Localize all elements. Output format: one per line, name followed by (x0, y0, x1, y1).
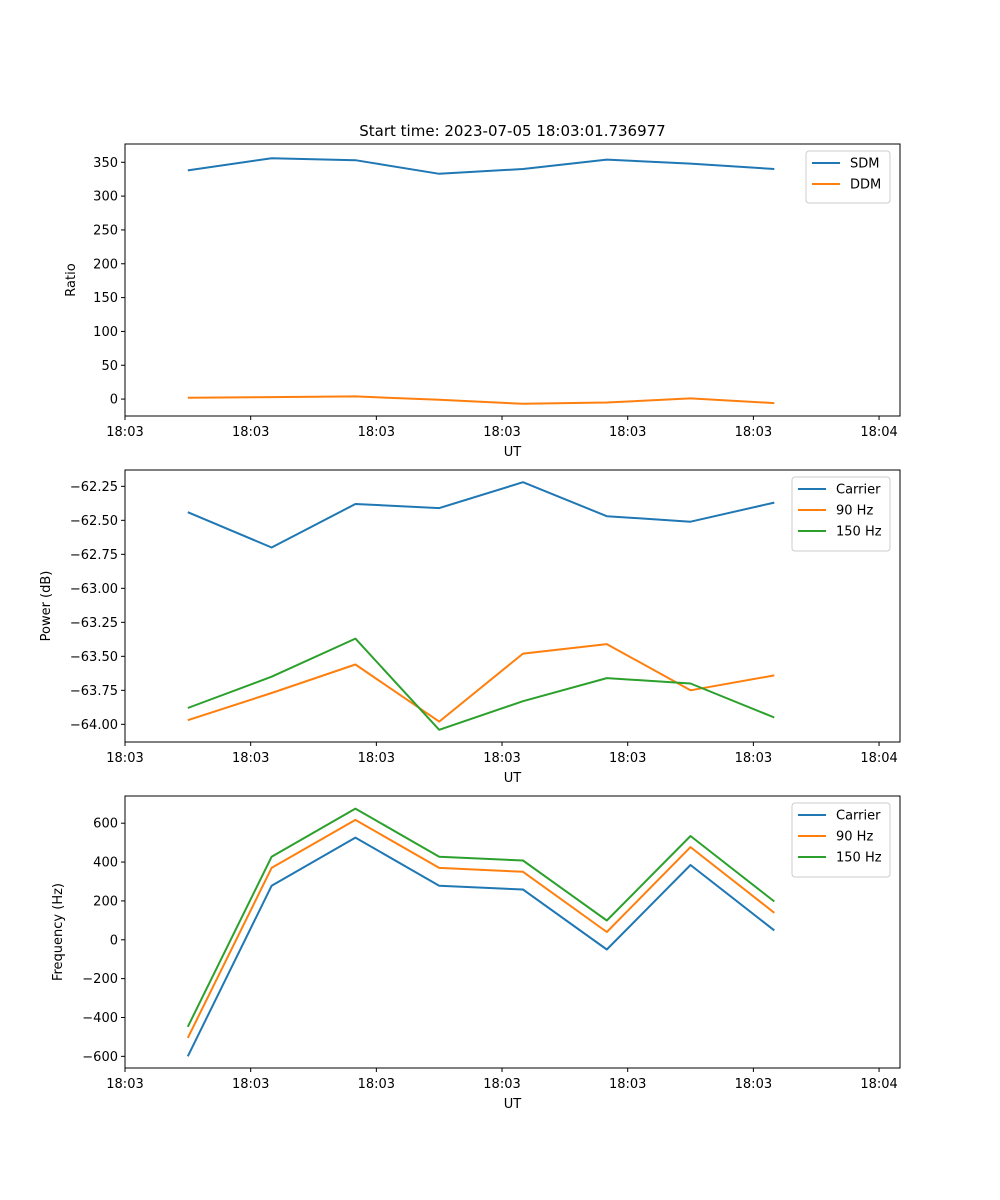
y-tick-label: −63.25 (70, 616, 118, 631)
x-tick-label: 18:03 (358, 425, 395, 440)
axes-frame (124, 469, 901, 743)
x-tick-label: 18:03 (609, 425, 646, 440)
legend-label: DDM (850, 178, 881, 193)
y-tick-label: 250 (93, 223, 118, 238)
y-tick-label: −400 (82, 1011, 118, 1026)
x-tick-label: 18:03 (358, 1077, 395, 1092)
y-tick-label: 350 (93, 156, 118, 171)
legend-label: 150 Hz (836, 851, 882, 866)
legend-label: SDM (850, 157, 879, 172)
legend-label: Carrier (836, 809, 881, 824)
x-tick-label: 18:03 (735, 751, 772, 766)
y-axis-label: Power (dB) (39, 571, 54, 642)
legend-label: 90 Hz (836, 504, 873, 519)
axes-frame (124, 143, 901, 417)
x-tick-label: 18:03 (106, 1077, 143, 1092)
x-axis-label: UT (504, 771, 522, 786)
y-tick-label: −63.00 (70, 582, 118, 597)
x-tick-label: 18:03 (232, 751, 269, 766)
y-tick-label: −64.00 (70, 718, 118, 733)
x-tick-label: 18:03 (232, 425, 269, 440)
series-line-90-hz (186, 818, 775, 1039)
y-tick-label: 50 (101, 359, 118, 374)
panel-1: 18:03 18:03 18:03 18:03 18:03 18:03 18:04 0 50 10… (64, 122, 901, 460)
y-tick-label: 300 (93, 190, 118, 205)
y-tick-label: −63.50 (70, 650, 118, 665)
x-axis-label: UT (504, 445, 522, 460)
y-tick-label: −62.75 (70, 548, 118, 563)
axes-frame (124, 795, 901, 1069)
y-tick-label: 150 (93, 291, 118, 306)
y-tick-label: 100 (93, 325, 118, 340)
legend-label: 150 Hz (836, 525, 882, 540)
y-tick-label: 600 (93, 817, 118, 832)
legend-box (791, 476, 891, 552)
y-tick-label: 200 (93, 257, 118, 272)
panel-3: 18:03 18:03 18:03 18:03 18:03 18:03 18:04 −600 −… (51, 795, 901, 1112)
y-axis-label: Frequency (Hz) (51, 883, 66, 981)
x-tick-label: 18:03 (735, 425, 772, 440)
x-tick-label: 18:04 (860, 751, 897, 766)
x-tick-label: 18:03 (735, 1077, 772, 1092)
x-tick-label: 18:04 (860, 1077, 897, 1092)
x-tick-label: 18:04 (860, 425, 897, 440)
series-line-ddm (187, 395, 775, 405)
x-axis-label: UT (504, 1097, 522, 1112)
y-tick-label: −63.75 (70, 684, 118, 699)
y-tick-label: −62.25 (70, 480, 118, 495)
x-tick-label: 18:03 (483, 751, 520, 766)
series-line-150-hz (186, 807, 775, 1028)
panel-2: 18:03 18:03 18:03 18:03 18:03 18:03 18:04 −64.0… (39, 469, 901, 786)
y-tick-label: −200 (82, 972, 118, 987)
x-tick-label: 18:03 (232, 1077, 269, 1092)
y-tick-label: 400 (93, 856, 118, 871)
legend-label: 90 Hz (836, 830, 873, 845)
legend-label: Carrier (836, 483, 881, 498)
series-line-sdm (187, 157, 775, 175)
y-axis-label: Ratio (64, 263, 79, 296)
y-tick-label: 0 (110, 393, 118, 408)
series-line-carrier (187, 481, 775, 549)
series-line-150-hz (187, 637, 775, 731)
x-tick-label: 18:03 (483, 1077, 520, 1092)
x-tick-label: 18:03 (358, 751, 395, 766)
y-tick-label: 200 (93, 894, 118, 909)
y-tick-label: −62.50 (70, 514, 118, 529)
x-tick-label: 18:03 (106, 425, 143, 440)
chart-title: Start time: 2023-07-05 18:03:01.736977 (359, 122, 665, 140)
y-tick-label: −600 (82, 1050, 118, 1065)
y-tick-label: 0 (110, 933, 118, 948)
x-tick-label: 18:03 (106, 751, 143, 766)
x-tick-label: 18:03 (609, 751, 646, 766)
legend-box (791, 802, 891, 878)
series-line-carrier (186, 836, 775, 1057)
x-tick-label: 18:03 (483, 425, 520, 440)
x-tick-label: 18:03 (609, 1077, 646, 1092)
